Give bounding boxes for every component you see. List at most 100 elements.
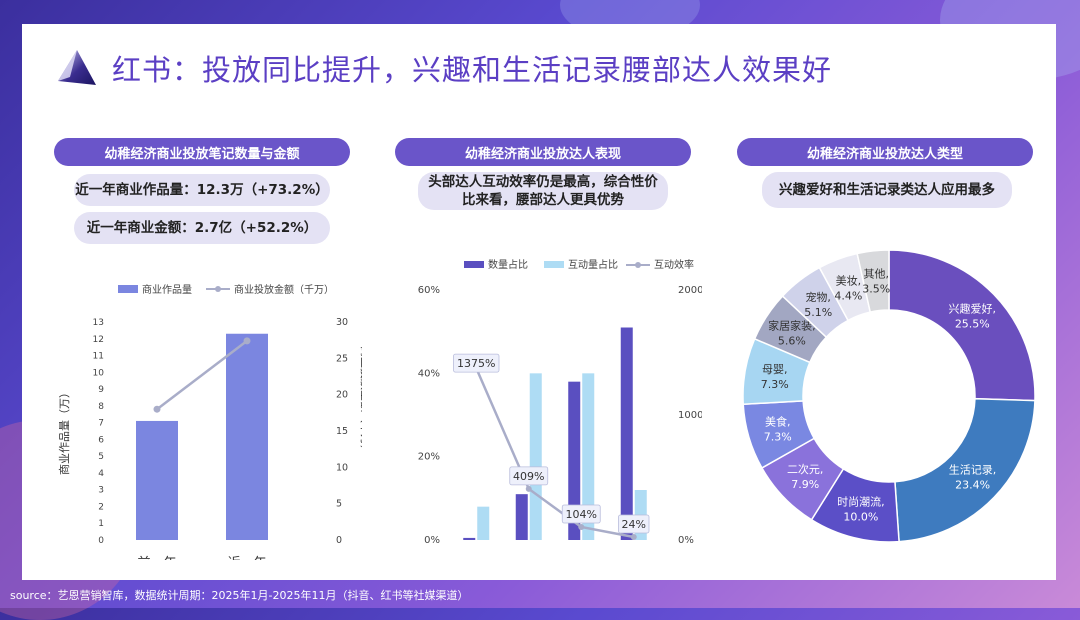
legend-works-swatch (118, 285, 138, 293)
source-note: source：艺恩营销智库，数据统计周期：2025年1月-2025年11月（抖音… (10, 589, 469, 602)
slice-category-label: 美食, (765, 415, 791, 429)
y-tick-label: 9 (98, 385, 104, 395)
line-amount (156, 339, 248, 411)
data-label-efficiency: 104% (566, 508, 597, 521)
legend-interaction-label: 互动量占比 (568, 258, 618, 271)
y-tick-label: 7 (98, 419, 104, 429)
bar-count-share (463, 537, 476, 540)
y-tick-label: 5 (98, 452, 104, 462)
kol-type-donut-chart: 兴趣爱好, 25.5% 生活记录, 23.4% 时尚潮流, 10.0% 二次元, 7.9% 美食… (742, 249, 1036, 543)
content-card: 红书：投放同比提升，兴趣和生活记录腰部达人效果好 幼稚经济商业投放笔记数量与金额… (22, 24, 1056, 580)
y-tick-label: 10 (93, 368, 105, 378)
panel2-header: 幼稚经济商业投放达人表现 (395, 138, 691, 166)
y-right-tick-label: 0 (336, 535, 342, 546)
y-tick-label: 13 (93, 318, 104, 328)
panel1-header: 幼稚经济商业投放笔记数量与金额 (54, 138, 350, 166)
y-tick-label: 3 (98, 486, 104, 496)
slice-category-label: 美妆, (836, 274, 862, 287)
y-tick-label: 2 (98, 502, 104, 512)
panel1-stat-works: 近一年商业作品量：12.3万（+73.2%） (74, 174, 330, 206)
legend-interaction-swatch (544, 261, 564, 268)
data-label-efficiency: 409% (513, 470, 544, 483)
slice-category-label: 宠物, (805, 290, 831, 304)
y-tick-label: 0 (98, 536, 104, 546)
y-tick-label: 4 (98, 469, 104, 479)
slice-category-label: 二次元, (787, 462, 824, 476)
slice-category-label: 母婴, (762, 363, 788, 376)
legend-efficiency-label: 互动效率 (654, 258, 694, 271)
slice-value-label: 5.1% (804, 306, 832, 319)
bar-interaction-share (582, 373, 595, 540)
y-tick-label: 6 (98, 435, 104, 445)
x-tick-label: 近一年 (227, 556, 266, 560)
y-tick-label: 1 (98, 519, 104, 529)
x-tick-label: 前一年 (137, 555, 176, 560)
bar-works (226, 333, 268, 540)
donut-slice (856, 249, 890, 313)
prism-icon (58, 50, 96, 85)
bar-count-share (568, 381, 581, 540)
point-efficiency (630, 534, 637, 540)
y-right-tick-label: 30 (336, 317, 348, 328)
y-right-tick-label: 25 (336, 353, 348, 364)
bar-count-share (515, 494, 528, 540)
panel3-insight: 兴趣爱好和生活记录类达人应用最多 (762, 172, 1012, 208)
page-title: 红书：投放同比提升，兴趣和生活记录腰部达人效果好 (112, 53, 833, 87)
bar-works (136, 420, 178, 540)
y-tick-label: 11 (93, 352, 104, 362)
slice-value-label: 10.0% (843, 511, 878, 524)
panel1-stat-amount: 近一年商业金额：2.7亿（+52.2%） (74, 212, 330, 244)
bar-interaction-share (477, 506, 490, 540)
point-amount (153, 405, 161, 413)
slice-value-label: 7.9% (791, 478, 819, 491)
line-efficiency (475, 367, 634, 539)
y-right-tick-label: 10 (336, 462, 348, 473)
legend-efficiency-marker (635, 262, 641, 268)
y-tick-label: 0% (424, 535, 440, 546)
y-right-tick-label: 20 (336, 390, 348, 401)
data-label-box (561, 504, 601, 524)
legend-amount-label: 商业投放金额（千万） (234, 283, 334, 296)
y-right-tick-label: 5 (336, 499, 342, 510)
legend-works-label: 商业作品量 (142, 283, 192, 296)
data-label-box (509, 466, 549, 486)
donut-slice (888, 249, 1036, 402)
slice-category-label: 其他, (864, 268, 890, 281)
y-right-axis-title: 商业投放金额（千万） (359, 346, 362, 456)
panel2-insight: 头部达人互动效率仍是最高，综合性价比来看，腰部达人更具优势 (418, 172, 668, 210)
y-right-tick-label: 0% (678, 535, 694, 546)
legend-amount-marker (215, 286, 221, 292)
slice-value-label: 7.3% (761, 378, 789, 391)
legend-count-swatch (464, 261, 484, 268)
slice-value-label: 25.5% (955, 317, 990, 330)
slice-value-label: 5.6% (778, 335, 806, 348)
slice-value-label: 3.5% (862, 283, 890, 296)
y-tick-label: 20% (418, 452, 440, 463)
point-efficiency (578, 524, 585, 530)
y-right-tick-label: 2000% (678, 285, 702, 296)
donut-slice (894, 397, 1036, 543)
slice-category-label: 生活记录, (949, 462, 997, 476)
data-label-efficiency: 1375% (457, 357, 495, 370)
bar-interaction-share (529, 373, 542, 540)
data-label-efficiency: 24% (622, 518, 646, 531)
title-bar: 红书：投放同比提升，兴趣和生活记录腰部达人效果好 (56, 42, 832, 94)
y-tick-label: 12 (93, 335, 104, 345)
y-tick-label: 60% (418, 285, 440, 296)
y-tick-label: 8 (98, 402, 104, 412)
slice-category-label: 兴趣爱好, (949, 301, 997, 315)
y-right-tick-label: 1000% (678, 410, 702, 421)
kol-performance-chart: 数量占比互动量占比互动效率0%20%40%60%0%1000%2000%头部达人… (418, 258, 702, 546)
point-amount (243, 337, 251, 345)
y-right-tick-label: 15 (336, 426, 348, 437)
bar-count-share (620, 327, 633, 540)
data-label-box (453, 353, 500, 373)
panel3-header: 幼稚经济商业投放达人类型 (737, 138, 1033, 166)
y-axis-title: 商业作品量（万） (57, 387, 71, 475)
slice-value-label: 7.3% (764, 431, 792, 444)
slice-category-label: 家居家装, (768, 319, 816, 333)
legend-count-label: 数量占比 (488, 258, 528, 271)
works-amount-chart: 商业作品量 商业投放金额（千万）0123456789101112130510152… (57, 283, 362, 560)
slice-value-label: 23.4% (955, 478, 990, 491)
y-tick-label: 40% (418, 368, 440, 379)
